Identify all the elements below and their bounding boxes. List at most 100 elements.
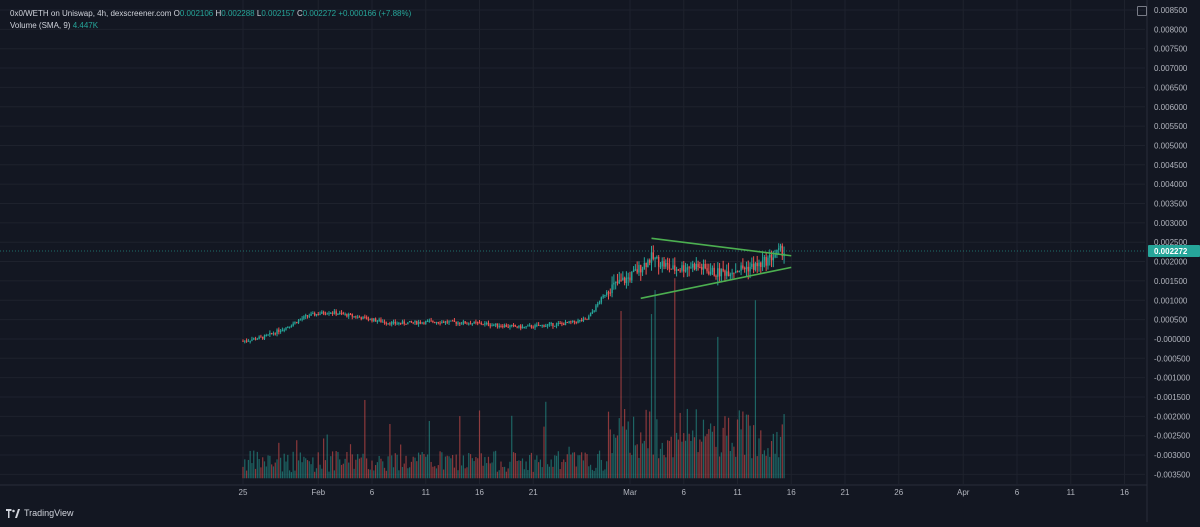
candle-body: [607, 292, 610, 294]
volume-bar: [724, 416, 726, 479]
candle-body: [579, 320, 581, 322]
candle-body: [288, 326, 291, 328]
volume-bar: [378, 455, 380, 479]
candle-body: [399, 322, 402, 324]
volume-bar: [541, 467, 543, 479]
candle-body: [657, 256, 660, 267]
candle-body: [672, 265, 674, 269]
candle-body: [313, 313, 316, 316]
y-tick-label: 0.007000: [1154, 64, 1188, 73]
y-tick-label: -0.003000: [1154, 451, 1191, 460]
settings-box-icon[interactable]: [1137, 6, 1147, 16]
candle-body: [256, 338, 259, 340]
candle-body: [530, 325, 533, 328]
candle-body: [598, 302, 601, 304]
candle-body: [758, 262, 760, 267]
candle-body: [432, 320, 434, 323]
volume-bar: [249, 450, 251, 479]
volume-bar: [753, 425, 755, 479]
volume-bar: [781, 424, 783, 479]
candle-body: [656, 256, 658, 258]
candle-body: [663, 261, 665, 267]
candle-body: [742, 265, 744, 269]
candle-body: [767, 257, 769, 266]
y-tick-label: 0.007500: [1154, 45, 1188, 54]
candle-body: [702, 263, 705, 270]
candle-body: [500, 325, 502, 327]
volume-label[interactable]: Volume (SMA, 9): [10, 21, 71, 30]
volume-bar: [324, 460, 327, 479]
volume-bar: [459, 416, 461, 479]
volume-bar: [337, 452, 339, 479]
volume-bar: [527, 470, 529, 479]
volume-bar: [761, 454, 764, 479]
candle-body: [365, 317, 368, 320]
volume-bar: [736, 419, 739, 479]
volume-bar: [323, 438, 325, 479]
volume-bar: [566, 454, 568, 479]
candle-body: [435, 322, 438, 324]
candle-body: [292, 323, 294, 326]
candle-body: [340, 312, 343, 314]
candle-body: [743, 268, 746, 270]
volume-bar: [765, 455, 767, 479]
volume-bar: [620, 311, 622, 479]
volume-bar: [477, 458, 479, 479]
volume-bar: [396, 454, 398, 479]
volume-bar: [401, 466, 404, 479]
volume-bar: [349, 444, 352, 479]
candle-body: [516, 326, 518, 328]
candle-body: [727, 271, 730, 277]
candle-body: [426, 320, 429, 322]
volume-bar: [627, 421, 629, 479]
candle-body: [738, 270, 740, 272]
volume-bar: [652, 454, 654, 479]
symbol-title[interactable]: 0x0/WETH on Uniswap, 4h, dexscreener.com: [10, 9, 172, 18]
volume-bar: [367, 469, 370, 479]
volume-bar: [389, 424, 391, 479]
candle-body: [416, 320, 418, 325]
x-tick-label: 6: [682, 488, 687, 497]
y-tick-label: 0.006500: [1154, 83, 1188, 92]
volume-bar: [582, 460, 585, 479]
candle-body: [595, 305, 597, 311]
volume-bar: [695, 409, 697, 479]
volume-bar: [446, 455, 448, 479]
volume-bar: [340, 464, 343, 479]
candle-body: [697, 263, 699, 268]
volume-bar: [491, 462, 493, 479]
volume-bar: [342, 463, 344, 479]
candle-body: [407, 322, 409, 325]
volume-bar: [622, 426, 624, 479]
open-value: 0.002106: [179, 9, 214, 18]
volume-bar: [387, 456, 389, 479]
x-tick-label: 16: [787, 488, 796, 497]
candle-body: [403, 321, 405, 324]
volume-bar: [731, 442, 733, 479]
y-tick-label: -0.000500: [1154, 354, 1191, 363]
volume-bar: [487, 456, 490, 479]
volume-bar: [283, 453, 285, 479]
candle-body: [441, 321, 443, 324]
volume-bar: [331, 451, 334, 479]
volume-bar: [351, 454, 353, 479]
candle-body: [278, 329, 280, 332]
candle-body: [686, 267, 689, 270]
volume-bar: [604, 469, 606, 479]
candle-body: [772, 257, 775, 261]
tradingview-branding[interactable]: TradingView: [6, 508, 74, 518]
volume-bar: [466, 467, 468, 479]
candle-body: [666, 263, 669, 265]
volume-bar: [328, 471, 330, 479]
volume-bar: [416, 461, 418, 479]
volume-bar: [774, 453, 776, 479]
candle-body: [493, 324, 495, 326]
volume-bar: [704, 436, 706, 479]
y-tick-label: -0.003500: [1154, 470, 1191, 479]
volume-bar: [511, 415, 513, 479]
volume-bar: [403, 463, 405, 479]
candle-body: [374, 318, 377, 322]
volume-bar: [670, 436, 672, 479]
